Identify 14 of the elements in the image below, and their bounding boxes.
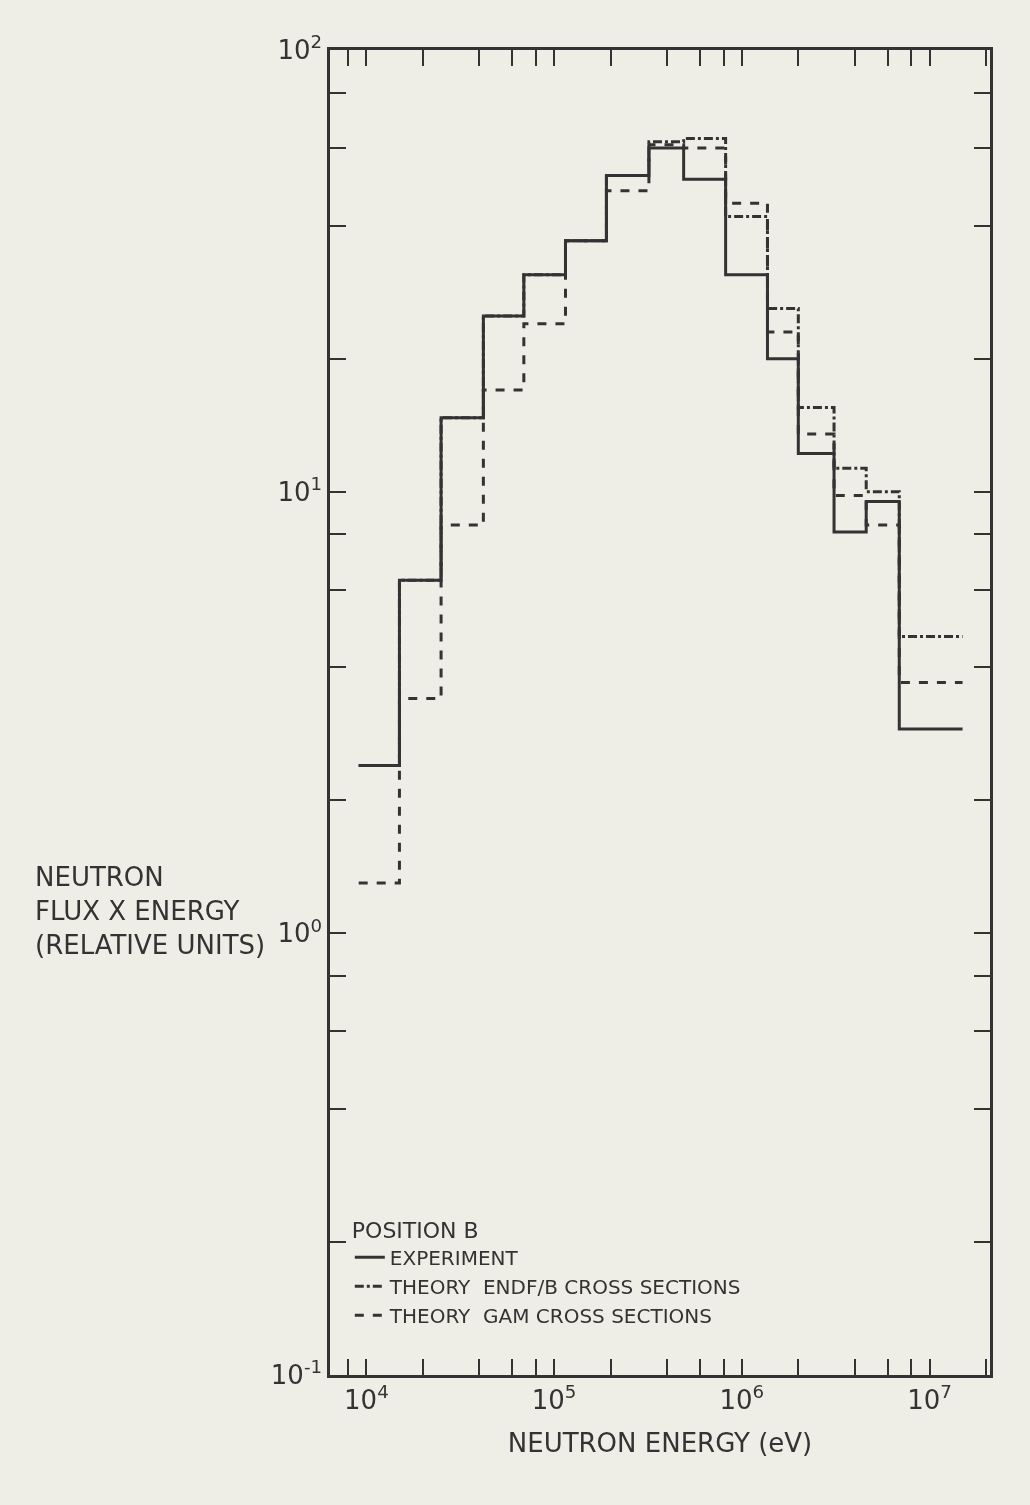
- x-tick-label: 10$^{4}$: [344, 1381, 389, 1415]
- y-tick-label: 10$^{2}$: [277, 31, 323, 66]
- x-tick-label: 10$^{5}$: [531, 1381, 577, 1415]
- y-tick-label: 10$^{0}$: [277, 914, 323, 949]
- x-tick-label: 10$^{7}$: [907, 1381, 952, 1415]
- legend-label: EXPERIMENT: [389, 1246, 519, 1271]
- legend-title: POSITION B: [351, 1217, 479, 1243]
- y-tick-label: 10$^{1}$: [277, 472, 323, 507]
- x-axis-title: NEUTRON ENERGY (eV): [507, 1427, 813, 1458]
- y-tick-label: 10$^{-1}$: [270, 1356, 323, 1391]
- legend-label: THEORY ENDF/B CROSS SECTIONS: [388, 1275, 741, 1300]
- legend-label: THEORY GAM CROSS SECTIONS: [388, 1304, 712, 1329]
- x-tick-label: 10$^{6}$: [719, 1381, 765, 1415]
- y-axis-title: NEUTRON FLUX X ENERGY (RELATIVE UNITS): [35, 862, 266, 960]
